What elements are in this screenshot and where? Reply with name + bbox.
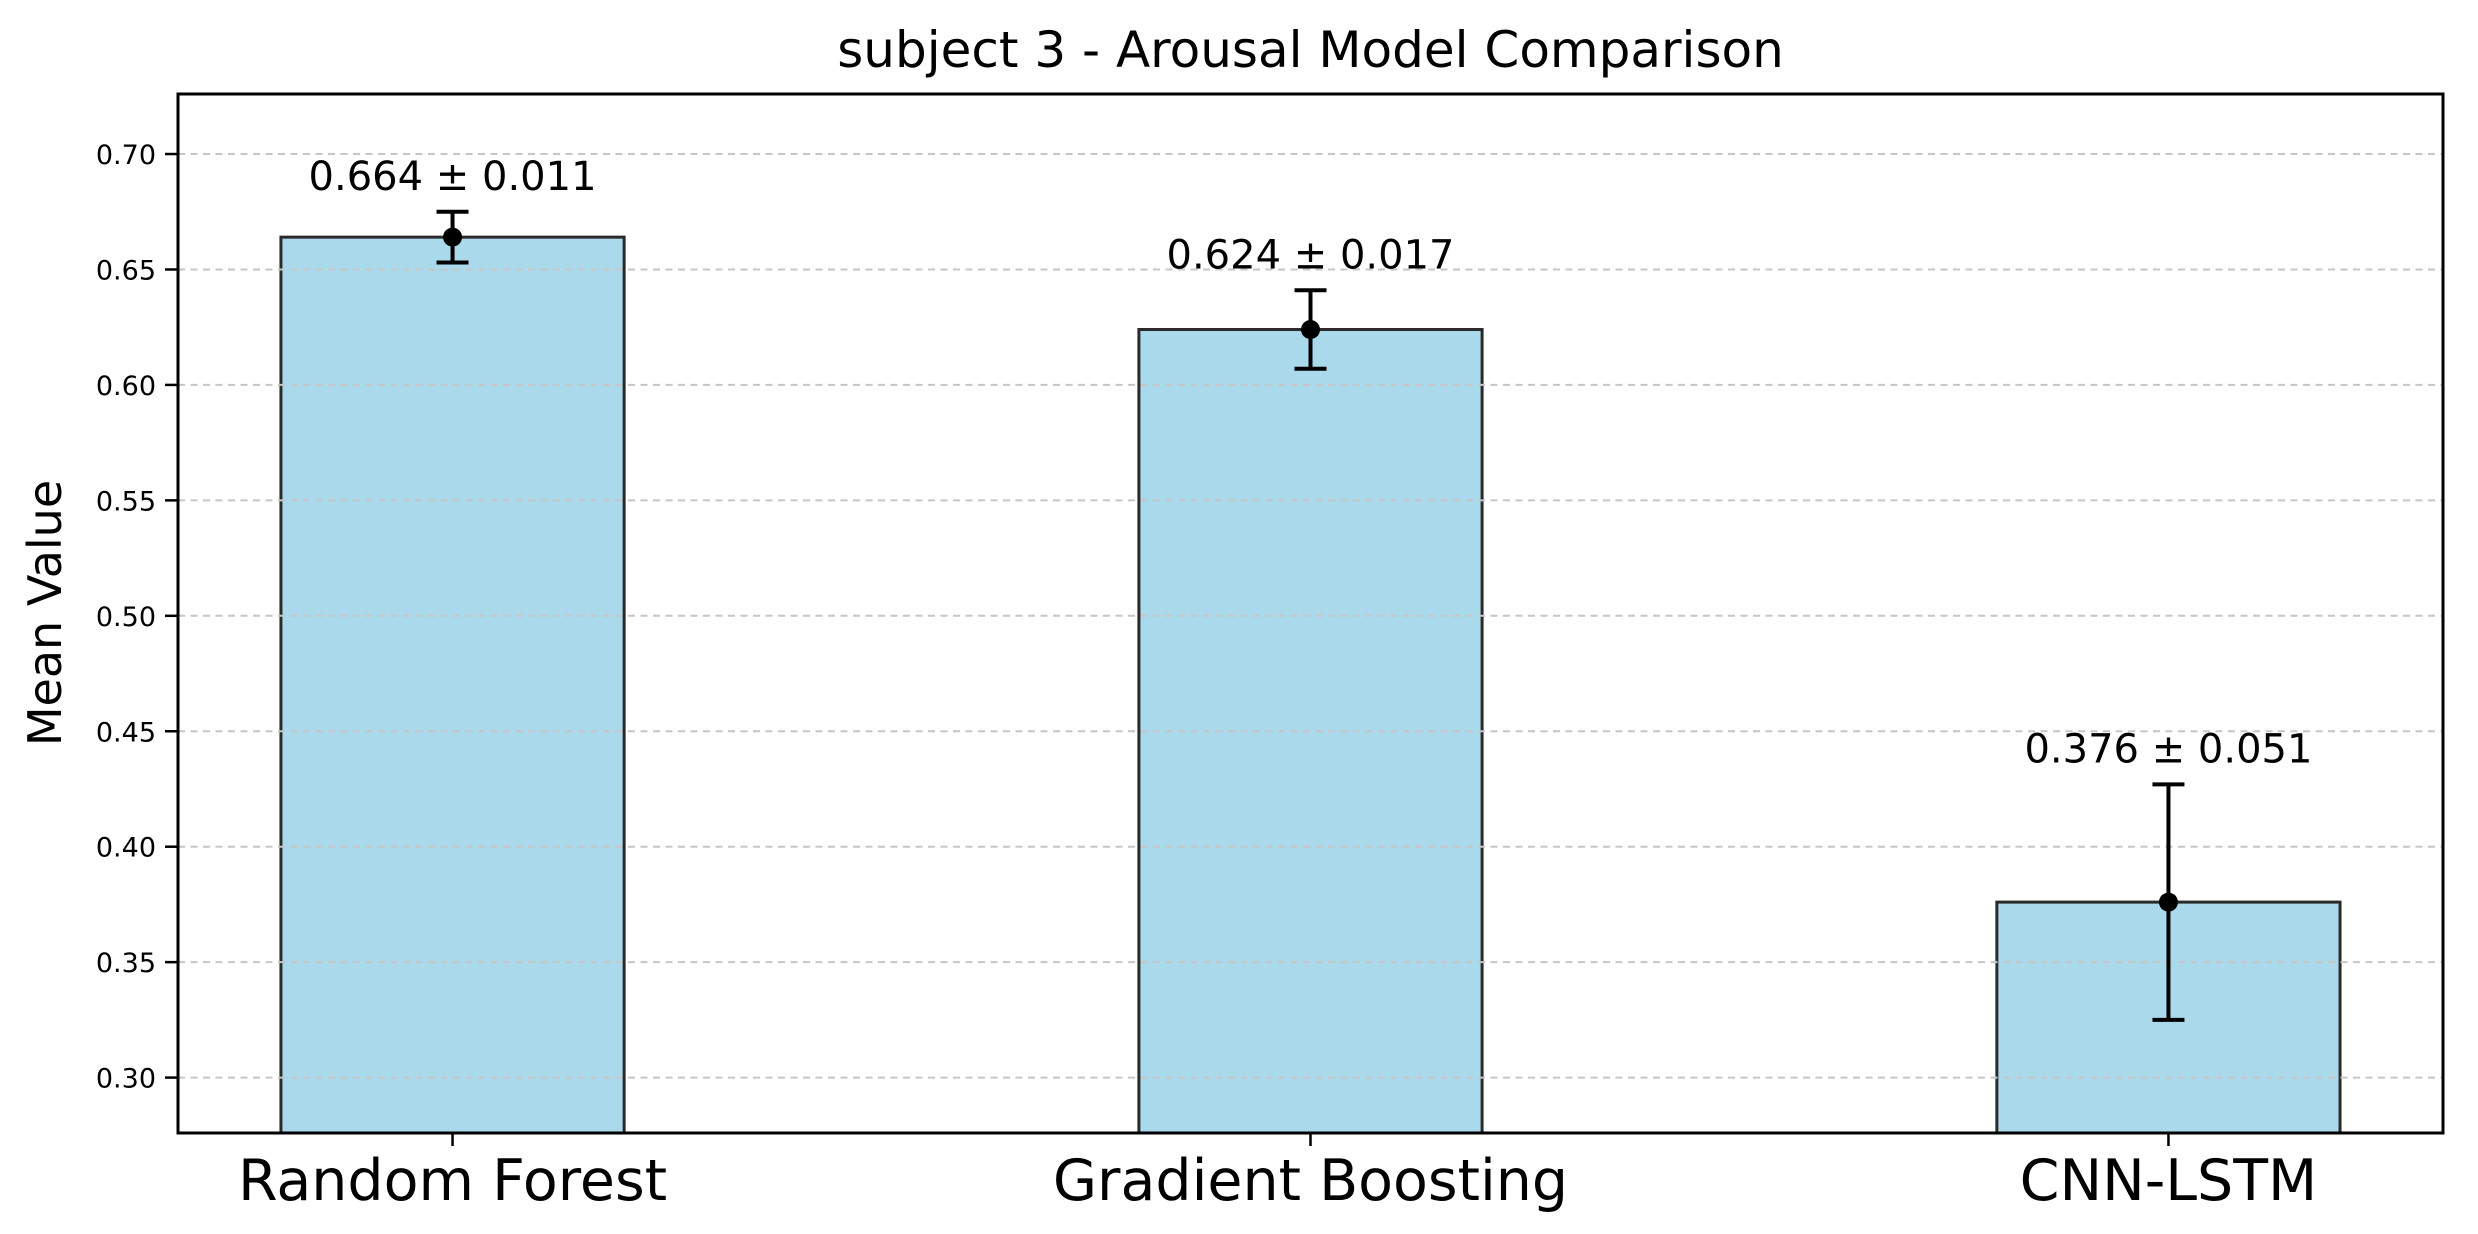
- bar-value-label: 0.664 ± 0.011: [309, 154, 597, 200]
- x-tick-label: Random Forest: [238, 1148, 667, 1214]
- chart-title: subject 3 - Arousal Model Comparison: [837, 21, 1784, 79]
- x-tick-label: CNN-LSTM: [2020, 1148, 2318, 1214]
- y-tick-label: 0.40: [96, 833, 156, 864]
- y-tick-label: 0.50: [96, 602, 156, 633]
- y-tick-label: 0.30: [96, 1064, 156, 1095]
- mean-point-marker: [443, 227, 463, 247]
- mean-point-marker: [2158, 892, 2178, 912]
- bar-1: [279, 235, 626, 1135]
- y-axis-label: Mean Value: [18, 479, 72, 747]
- y-tick-label: 0.60: [96, 371, 156, 402]
- y-tick-label: 0.70: [96, 140, 156, 171]
- y-tick-label: 0.65: [96, 255, 156, 286]
- bar-value-label: 0.376 ± 0.051: [2024, 726, 2312, 772]
- mean-point-marker: [1301, 320, 1320, 340]
- x-tick-label: Gradient Boosting: [1053, 1148, 1568, 1214]
- y-tick-label: 0.35: [96, 948, 156, 979]
- y-tick-label: 0.55: [96, 486, 156, 517]
- bar-value-label: 0.624 ± 0.017: [1167, 232, 1455, 278]
- y-tick-label: 0.45: [96, 717, 156, 748]
